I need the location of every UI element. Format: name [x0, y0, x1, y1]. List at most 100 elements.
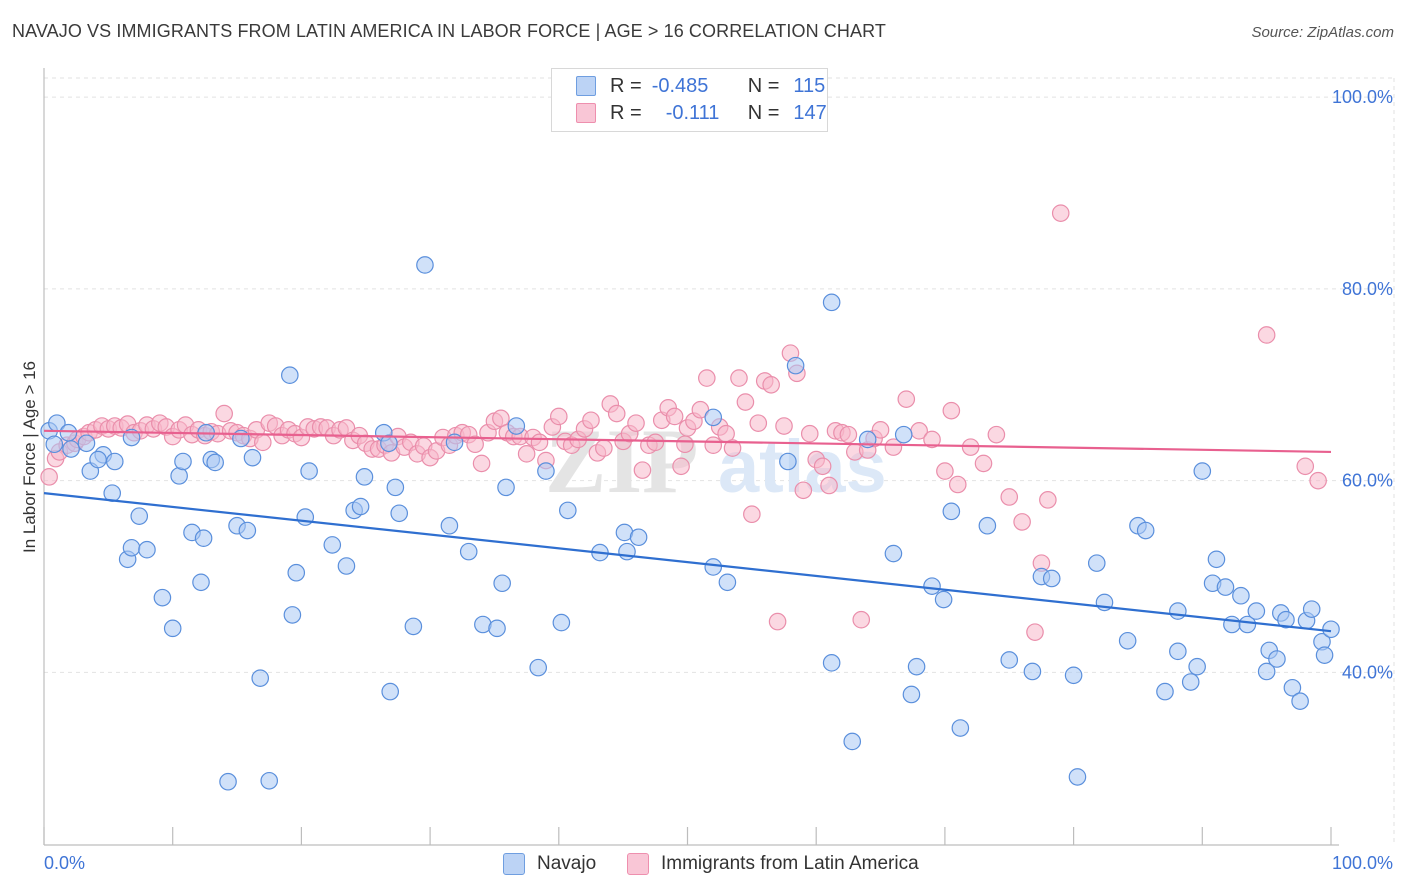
watermark-zip: ZIP	[545, 410, 698, 512]
bottom-legend-navajo: Navajo	[503, 852, 596, 876]
navajo-point	[1268, 650, 1286, 668]
navajo-legend-swatch	[503, 853, 525, 875]
latin-point	[530, 433, 549, 452]
navajo-point	[251, 669, 270, 687]
navajo-point	[493, 574, 511, 593]
latin-point	[1309, 471, 1327, 490]
navajo-point	[62, 440, 80, 458]
navajo-point	[381, 682, 400, 701]
navajo-point	[416, 256, 434, 274]
legend-navajo-r: -0.485	[651, 74, 709, 97]
navajo-point	[1064, 666, 1083, 685]
navajo-point	[122, 538, 141, 557]
legend-n-label: N =	[747, 101, 780, 124]
navajo-point	[704, 408, 723, 427]
correlation-legend: R = -0.485 N = 115 R = -0.111 N = 147	[551, 68, 828, 132]
navajo-point	[894, 425, 913, 444]
navajo-point	[337, 557, 356, 575]
navajo-point	[942, 502, 961, 521]
navajo-point	[786, 356, 805, 375]
navajo-point	[951, 719, 970, 737]
y-axis-label: In Labor Force | Age > 16	[20, 361, 39, 553]
navajo-point	[1068, 768, 1087, 786]
latin-point	[646, 433, 665, 452]
navajo-point	[1223, 615, 1241, 634]
latin-point	[1026, 623, 1044, 641]
navajo-point	[843, 732, 862, 751]
y-tick-label: 100.0%	[1332, 87, 1393, 107]
navajo-point	[281, 366, 299, 385]
legend-n-label: N =	[747, 74, 780, 97]
navajo-point	[105, 452, 124, 471]
navajo-point	[822, 654, 841, 672]
navajo-point	[822, 293, 841, 312]
latin-trend-line	[43, 429, 1332, 454]
navajo-point	[704, 558, 723, 576]
latin-point	[800, 424, 819, 443]
navajo-point	[902, 685, 921, 704]
navajo-point	[170, 467, 188, 485]
latin-point	[794, 481, 813, 500]
navajo-swatch	[576, 76, 596, 96]
navajo-point	[260, 771, 279, 790]
navajo-point	[355, 468, 374, 486]
latin-point	[923, 430, 941, 449]
navajo-point	[404, 617, 423, 636]
latin-point	[974, 454, 993, 473]
x-tick-labels: 0.0% 100.0%	[44, 853, 1393, 873]
navajo-point	[122, 428, 141, 447]
navajo-point	[1042, 569, 1061, 588]
latin-point	[730, 369, 748, 387]
chart-title: NAVAJO VS IMMIGRANTS FROM LATIN AMERICA …	[12, 21, 886, 41]
latin-point	[595, 439, 613, 457]
navajo-point	[386, 478, 405, 497]
latin-swatch	[576, 103, 596, 123]
navajo-point	[1207, 550, 1226, 569]
legend-latin-n: 147	[793, 101, 827, 124]
navajo-point	[1118, 631, 1137, 650]
navajo-point	[459, 542, 478, 561]
navajo-point	[89, 450, 107, 469]
navajo-point	[884, 544, 903, 563]
navajo-point	[529, 658, 548, 677]
navajo-point	[1188, 657, 1206, 676]
navajo-point	[779, 452, 797, 471]
latin-point	[607, 404, 626, 423]
navajo-point	[629, 528, 648, 547]
navajo-point	[283, 606, 302, 624]
navajo-point	[130, 507, 149, 525]
latin-point	[884, 438, 903, 456]
navajo-point	[978, 516, 997, 535]
navajo-point	[552, 613, 571, 632]
navajo-point	[323, 536, 342, 554]
navajo-trend-line	[43, 492, 1332, 633]
latin-point	[987, 425, 1006, 444]
navajo-point	[559, 501, 577, 520]
source-label: Source: ZipAtlas.com	[1251, 24, 1394, 41]
latin-point	[1296, 457, 1315, 476]
latin-point	[762, 375, 780, 394]
navajo-point	[351, 497, 370, 516]
navajo-point	[440, 516, 459, 535]
navajo-point	[219, 772, 237, 791]
latin-point	[948, 475, 967, 494]
navajo-point	[1283, 678, 1302, 697]
navajo-point	[390, 504, 409, 523]
x-tick-label-min: 0.0%	[44, 853, 85, 873]
y-tick-labels: 100.0% 80.0% 60.0% 40.0%	[1332, 87, 1393, 682]
navajo-point	[1023, 662, 1042, 681]
series-latin-america	[40, 204, 1327, 641]
navajo-point	[163, 619, 182, 638]
navajo-point	[1169, 642, 1187, 661]
latin-point	[942, 401, 961, 420]
latin-point	[215, 404, 233, 423]
navajo-point	[1277, 610, 1295, 629]
latin-point	[839, 425, 858, 444]
latin-point	[549, 407, 568, 426]
latin-point	[472, 454, 491, 473]
latin-point	[1000, 488, 1019, 506]
latin-point	[466, 435, 484, 454]
watermark: ZIP atlas	[545, 410, 887, 512]
latin-point	[820, 476, 838, 495]
latin-point	[676, 435, 694, 454]
